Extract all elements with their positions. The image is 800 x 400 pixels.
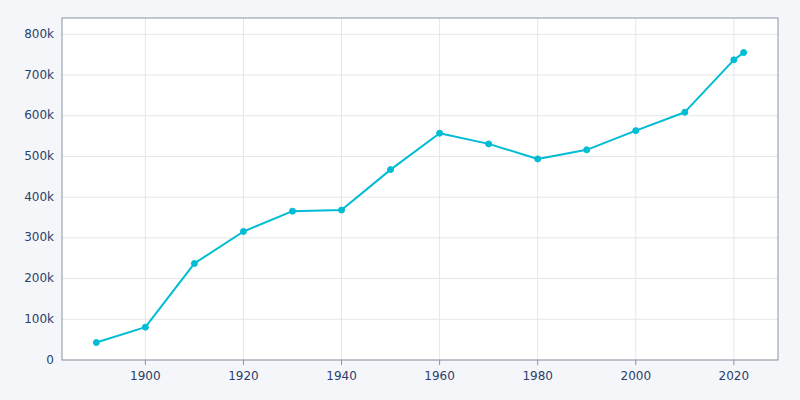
y-grid-line bbox=[62, 278, 778, 279]
x-tick-label: 1980 bbox=[522, 369, 553, 383]
y-grid-line bbox=[62, 197, 778, 198]
y-tick-label: 500k bbox=[24, 149, 54, 163]
x-tick-mark bbox=[243, 360, 244, 365]
data-point bbox=[339, 207, 345, 213]
data-point bbox=[731, 57, 737, 63]
x-grid-line bbox=[537, 18, 538, 360]
x-tick-label: 1920 bbox=[228, 369, 259, 383]
x-tick-label: 1900 bbox=[130, 369, 161, 383]
data-point bbox=[486, 141, 492, 147]
y-grid-line bbox=[62, 75, 778, 76]
data-point bbox=[191, 260, 197, 266]
data-point bbox=[240, 228, 246, 234]
x-tick-mark bbox=[341, 360, 342, 365]
data-point bbox=[142, 324, 148, 330]
x-tick-mark bbox=[439, 360, 440, 365]
x-tick-mark bbox=[145, 360, 146, 365]
data-layer bbox=[93, 50, 746, 346]
data-point bbox=[584, 147, 590, 153]
y-grid-line bbox=[62, 115, 778, 116]
x-grid-line bbox=[145, 18, 146, 360]
y-tick-label: 0 bbox=[46, 353, 54, 367]
data-point bbox=[682, 109, 688, 115]
y-tick-label: 700k bbox=[24, 68, 54, 82]
data-point bbox=[388, 167, 394, 173]
data-point bbox=[437, 130, 443, 136]
plot-frame bbox=[62, 18, 778, 360]
chart-svg: 0 100k 200k 300k 400k 500k 600k 700k 800k 1900 192… bbox=[0, 0, 800, 400]
y-grid-line bbox=[62, 319, 778, 320]
x-tick-label: 1940 bbox=[326, 369, 357, 383]
population-line bbox=[96, 53, 743, 343]
y-grid-line bbox=[62, 237, 778, 238]
grid bbox=[62, 18, 778, 360]
x-grid-line bbox=[243, 18, 244, 360]
data-point bbox=[633, 128, 639, 134]
data-point bbox=[535, 156, 541, 162]
data-point bbox=[289, 208, 295, 214]
y-tick-label: 800k bbox=[24, 27, 54, 41]
x-tick-mark bbox=[537, 360, 538, 365]
x-grid-line bbox=[635, 18, 636, 360]
x-tick-label: 2000 bbox=[621, 369, 652, 383]
y-tick-label: 100k bbox=[24, 312, 54, 326]
x-tick-mark bbox=[635, 360, 636, 365]
data-point bbox=[741, 50, 747, 56]
y-grid-line bbox=[62, 34, 778, 35]
x-tick-mark bbox=[733, 360, 734, 365]
data-point bbox=[93, 340, 99, 346]
x-tick-label: 2020 bbox=[719, 369, 750, 383]
x-tick-label: 1960 bbox=[424, 369, 455, 383]
chart-container: 0 100k 200k 300k 400k 500k 600k 700k 800k 1900 192… bbox=[0, 0, 800, 400]
y-tick-label: 300k bbox=[24, 230, 54, 244]
x-grid-line bbox=[439, 18, 440, 360]
x-grid-line bbox=[341, 18, 342, 360]
y-tick-label: 200k bbox=[24, 271, 54, 285]
y-tick-label: 600k bbox=[24, 108, 54, 122]
y-tick-label: 400k bbox=[24, 190, 54, 204]
plot-area bbox=[62, 18, 778, 360]
x-grid-line bbox=[733, 18, 734, 360]
y-grid-line bbox=[62, 156, 778, 157]
axes: 0 100k 200k 300k 400k 500k 600k 700k 800k 1900 192… bbox=[24, 27, 749, 383]
